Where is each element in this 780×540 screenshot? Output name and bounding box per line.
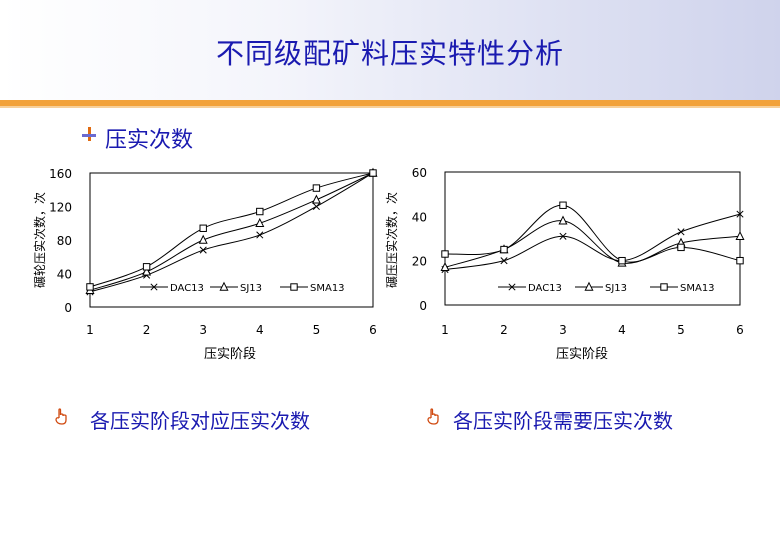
data-point-SMA13: [199, 224, 207, 232]
hand-pointer-icon: [55, 408, 67, 425]
y-tick-label: 40: [412, 210, 427, 224]
x-tick-label: 5: [677, 323, 685, 337]
x-tick-label: 2: [143, 323, 151, 337]
legend-marker-SMA13: [290, 283, 298, 291]
data-point-SJ13: [440, 261, 450, 272]
x-tick-label: 5: [313, 323, 321, 337]
series-line-SJ13: [89, 172, 374, 291]
x-axis-label: 压实阶段: [556, 347, 608, 362]
series-line-SMA13: [89, 172, 374, 288]
legend-label-SMA13: SMA13: [680, 283, 715, 294]
y-tick-label: 80: [57, 234, 72, 248]
y-tick-label: 0: [64, 301, 72, 315]
data-point-SJ13: [255, 217, 265, 227]
data-point-SJ13: [735, 230, 745, 240]
legend-marker-DAC13: [150, 283, 158, 291]
data-point-DAC13: [199, 246, 207, 254]
y-tick-label: 60: [412, 166, 427, 180]
data-point-SMA13: [500, 245, 508, 254]
data-point-SMA13: [441, 250, 449, 258]
data-point-SMA13: [677, 243, 685, 252]
data-point-DAC13: [736, 210, 744, 218]
y-axis-label: 碾压压实次数，次: [384, 192, 399, 288]
data-point-SMA13: [736, 256, 744, 265]
legend-marker-SJ13: [584, 281, 594, 291]
data-point-SMA13: [369, 169, 377, 177]
data-point-SMA13: [618, 256, 626, 265]
data-point-SJ13: [311, 194, 321, 204]
legend-label-SMA13: SMA13: [310, 283, 345, 294]
y-tick-label: 160: [49, 167, 72, 181]
caption-left: 各压实阶段对应压实次数: [90, 409, 310, 433]
series-line-SMA13: [444, 204, 741, 263]
data-point-SMA13: [142, 263, 151, 271]
data-point-DAC13: [559, 232, 567, 240]
x-axis-label: 压实阶段: [204, 347, 256, 362]
plot-frame: [89, 172, 374, 308]
hand-pointer-icon: [427, 408, 439, 425]
legend-label-SJ13: SJ13: [240, 283, 262, 294]
legend-marker-SJ13: [219, 281, 229, 291]
title-divider-thin: [0, 106, 780, 108]
data-point-SMA13: [256, 207, 264, 216]
series-line-DAC13: [444, 213, 741, 271]
legend-marker-DAC13: [508, 283, 516, 291]
series-line-SJ13: [444, 220, 741, 268]
data-point-DAC13: [500, 257, 508, 265]
slide-title: 不同级配矿料压实特性分析: [215, 37, 564, 70]
data-point-SJ13: [198, 234, 208, 244]
legend-label-DAC13: DAC13: [528, 283, 562, 294]
data-point-DAC13: [256, 231, 264, 239]
x-tick-label: 1: [86, 323, 94, 337]
data-point-SMA13: [86, 283, 94, 291]
y-axis-label: 碾轮压实次数，次: [32, 192, 47, 288]
data-point-SJ13: [558, 215, 568, 225]
title-divider: [0, 100, 780, 106]
x-tick-label: 1: [441, 323, 449, 337]
series-line-DAC13: [89, 172, 374, 293]
section-bullet-icon: [82, 127, 96, 141]
x-tick-label: 6: [736, 323, 744, 337]
title-banner: 不同级配矿料压实特性分析: [0, 0, 780, 100]
x-tick-label: 2: [500, 323, 508, 337]
data-point-SMA13: [559, 201, 567, 209]
section-title: 压实次数: [105, 128, 194, 153]
y-tick-label: 120: [49, 201, 72, 215]
caption-right: 各压实阶段需要压实次数: [453, 409, 673, 433]
x-tick-label: 3: [559, 323, 567, 337]
y-tick-label: 0: [419, 299, 427, 313]
x-tick-label: 6: [369, 323, 377, 337]
y-tick-label: 40: [57, 268, 72, 282]
data-point-SMA13: [312, 184, 321, 192]
x-tick-label: 4: [618, 323, 626, 337]
data-point-DAC13: [677, 228, 685, 236]
data-point-DAC13: [312, 202, 320, 211]
x-tick-label: 4: [256, 323, 264, 337]
data-point-SJ13: [142, 266, 152, 276]
legend-label-SJ13: SJ13: [605, 283, 627, 294]
legend-label-DAC13: DAC13: [170, 283, 204, 294]
y-tick-label: 20: [412, 255, 427, 269]
legend-marker-SMA13: [660, 283, 668, 291]
x-tick-label: 3: [199, 323, 207, 337]
